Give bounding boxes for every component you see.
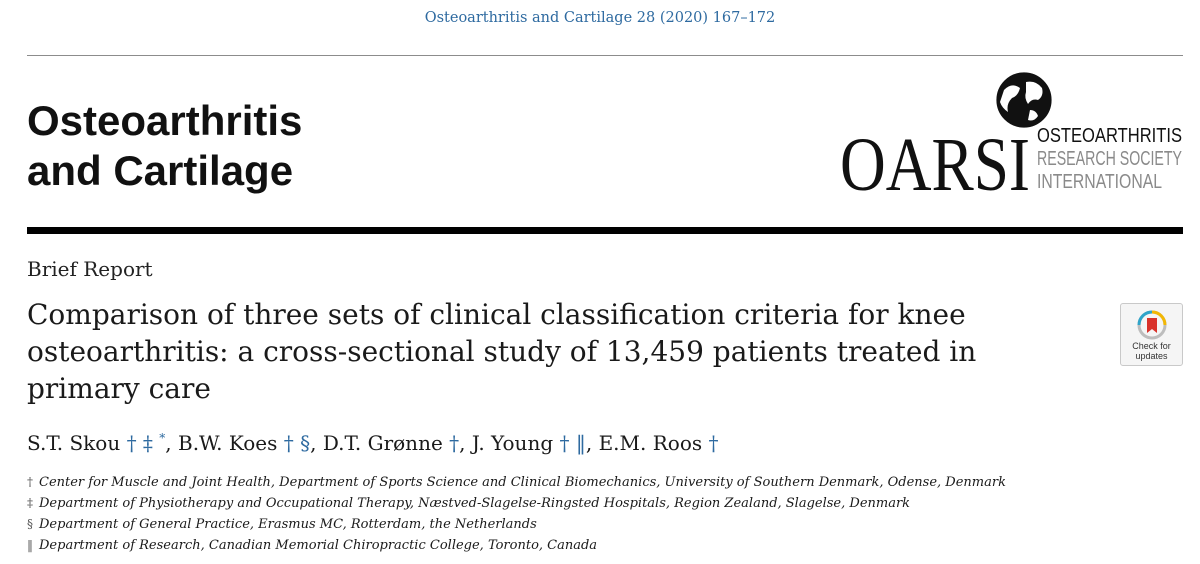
globe-icon xyxy=(995,71,1053,129)
article-title: Comparison of three sets of clinical cla… xyxy=(27,298,977,405)
author-name[interactable]: E.M. Roos xyxy=(598,431,703,455)
affiliation-symbol: § xyxy=(27,517,33,531)
affiliation-list: † Center for Muscle and Joint Health, Dep… xyxy=(27,472,1006,556)
author-name[interactable]: J. Young xyxy=(471,431,554,455)
logo-line2: RESEARCH SOCIETY xyxy=(1037,148,1182,170)
check-for-updates-button[interactable]: Check for updates xyxy=(1120,303,1183,366)
affiliation-marks[interactable]: † ‖ xyxy=(559,431,586,455)
affiliation-marks[interactable]: † xyxy=(708,431,719,455)
author-separator: , xyxy=(165,431,178,455)
author-separator: , xyxy=(459,431,472,455)
affiliation-item: § Department of General Practice, Erasmus… xyxy=(27,514,1006,535)
oarsi-logo[interactable]: OARSI OSTEOARTHRITIS RESEARCH SOCIETY IN… xyxy=(840,64,1185,204)
affiliation-text: Department of General Practice, Erasmus … xyxy=(39,517,537,532)
affiliation-symbol: ‡ xyxy=(27,496,33,510)
journal-title-line1: Osteoarthritis xyxy=(27,97,303,144)
affiliation-marks[interactable]: † xyxy=(449,431,460,455)
header-divider xyxy=(27,55,1183,56)
affiliation-item: ‖ Department of Research, Canadian Memori… xyxy=(27,535,1006,556)
author-name[interactable]: B.W. Koes xyxy=(178,431,278,455)
badge-label: Check for updates xyxy=(1121,341,1182,361)
affiliation-text: Department of Research, Canadian Memoria… xyxy=(39,538,598,553)
affiliation-text: Department of Physiotherapy and Occupati… xyxy=(39,496,911,511)
badge-label-line2: updates xyxy=(1135,351,1168,361)
bookmark-icon xyxy=(1137,310,1167,340)
logo-line1: OSTEOARTHRITIS xyxy=(1037,125,1182,147)
affiliation-marks[interactable]: † § xyxy=(283,431,311,455)
logo-abbrev: OARSI xyxy=(840,123,1030,204)
affiliation-symbol: † xyxy=(27,475,33,489)
author-separator: , xyxy=(585,431,599,455)
author-name[interactable]: D.T. Grønne xyxy=(322,431,443,455)
affiliation-item: † Center for Muscle and Joint Health, Dep… xyxy=(27,472,1006,493)
author-name[interactable]: S.T. Skou xyxy=(27,431,121,455)
logo-line3: INTERNATIONAL xyxy=(1037,171,1162,193)
article-type: Brief Report xyxy=(27,257,153,281)
author-separator: , xyxy=(310,431,323,455)
affiliation-marks[interactable]: † ‡ xyxy=(126,431,153,455)
journal-title: Osteoarthritis and Cartilage xyxy=(27,96,302,196)
title-divider xyxy=(27,227,1183,234)
affiliation-symbol: ‖ xyxy=(27,538,33,552)
corresponding-mark[interactable]: * xyxy=(159,431,166,445)
author-list: S.T. Skou † ‡ *, B.W. Koes † §, D.T. Grø… xyxy=(27,431,718,455)
journal-citation[interactable]: Osteoarthritis and Cartilage 28 (2020) 1… xyxy=(424,10,776,26)
affiliation-item: ‡ Department of Physiotherapy and Occupat… xyxy=(27,493,1006,514)
badge-label-line1: Check for xyxy=(1132,341,1171,351)
journal-title-line2: and Cartilage xyxy=(27,147,294,194)
affiliation-text: Center for Muscle and Joint Health, Depa… xyxy=(39,475,1006,490)
